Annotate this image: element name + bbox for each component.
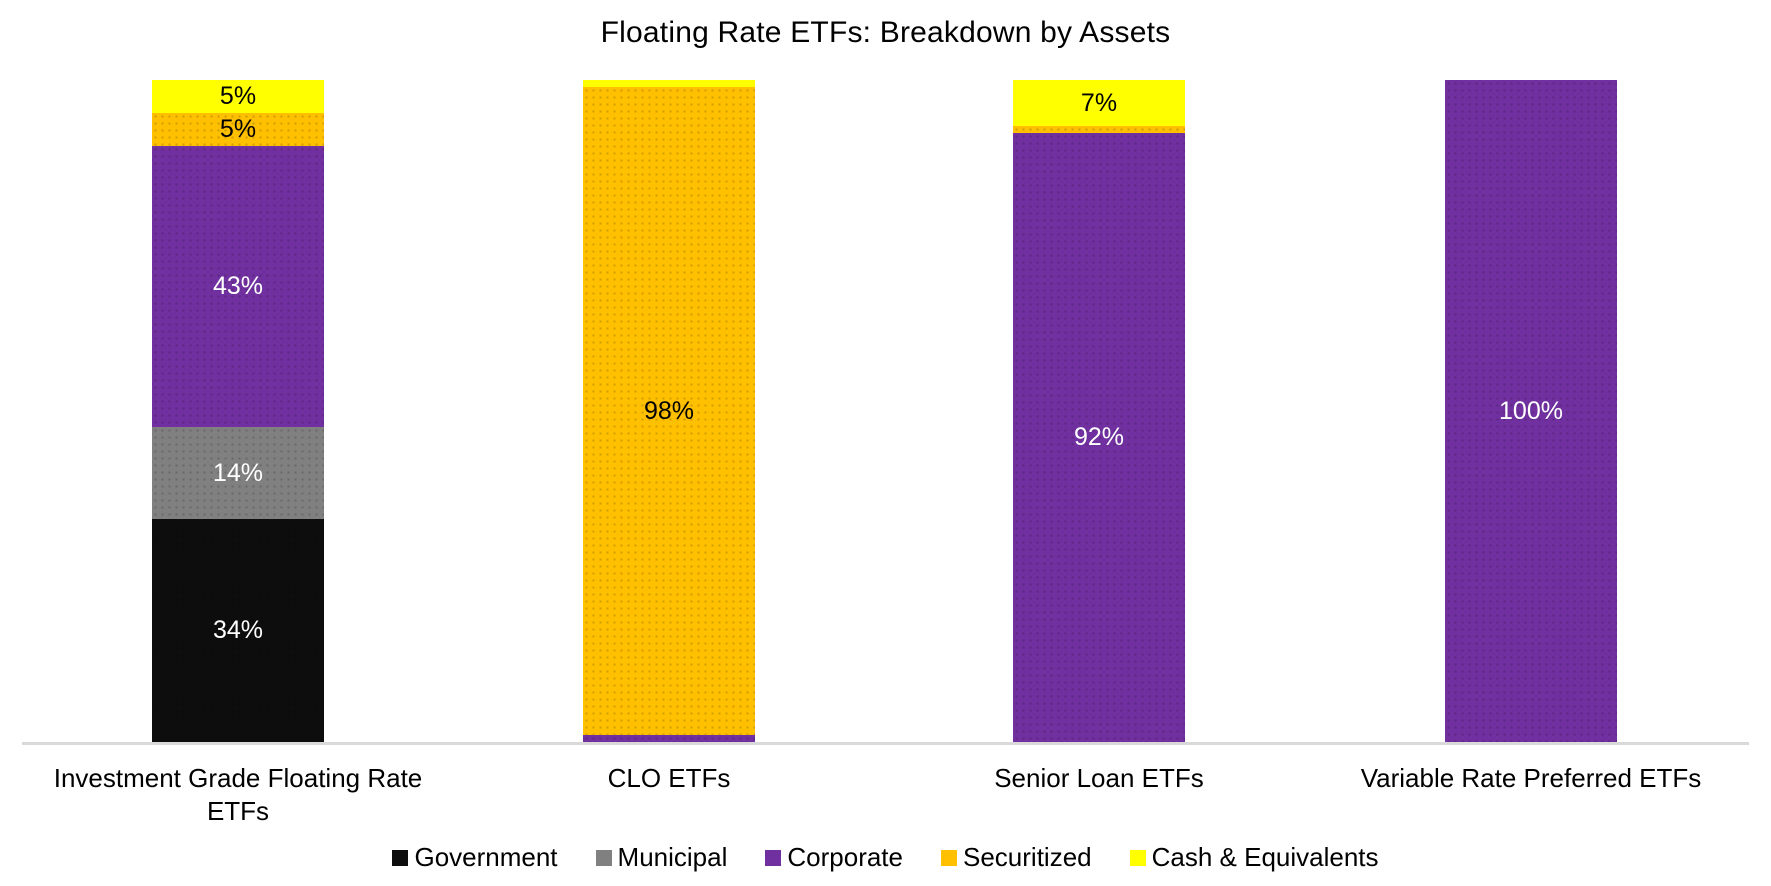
segment-securitized: 5% [152,112,324,146]
legend-label: Cash & Equivalents [1151,842,1379,872]
legend-item-corporate: Corporate [765,842,903,873]
x-axis-line [22,742,1749,745]
data-label: 92% [1073,422,1125,451]
legend-swatch-municipal [595,849,612,866]
segment-securitized [1013,126,1185,133]
legend-label: Government [414,842,558,872]
data-label: 7% [1080,88,1118,117]
legend-swatch-government [392,849,409,866]
data-label: 14% [212,458,264,487]
data-label: 34% [212,616,264,645]
data-label: 5% [219,114,257,143]
data-label: 98% [643,396,695,425]
segment-corporate: 43% [152,145,324,428]
segment-securitized: 98% [583,86,755,736]
segment-cash-equivalents: 5% [152,80,324,113]
legend-label: Corporate [787,842,903,872]
segment-corporate [583,735,755,743]
segment-government: 34% [152,519,324,742]
legend-label: Municipal [617,842,728,872]
legend-item-securitized: Securitized [941,842,1092,873]
legend: Government Municipal Corporate Securitiz… [0,842,1771,873]
data-label: 43% [212,271,264,300]
legend-swatch-corporate [765,849,782,866]
bar-variable-rate-preferred-etfs: 100% [1445,80,1617,742]
legend-item-municipal: Municipal [595,842,728,873]
legend-item-government: Government [392,842,558,873]
legend-item-cash-equivalents: Cash & Equivalents [1129,842,1379,873]
legend-label: Securitized [963,842,1092,872]
legend-swatch-cash-equivalents [1129,849,1146,866]
category-label-variable-rate-preferred-etfs: Variable Rate Preferred ETFs [1360,763,1702,793]
chart-title: Floating Rate ETFs: Breakdown by Assets [600,16,1171,49]
segment-cash-equivalents [583,80,755,87]
data-label: 100% [1499,396,1563,425]
segment-municipal: 14% [152,427,324,520]
category-label-investment-grade-floating-rate-etfs: Investment Grade Floating Rate ETFs [53,763,423,826]
bar-senior-loan-etfs: 7% 92% [1013,80,1185,743]
segment-corporate: 100% [1445,80,1617,742]
category-label-clo-etfs: CLO ETFs [607,763,731,793]
category-label-senior-loan-etfs: Senior Loan ETFs [994,763,1204,793]
bar-clo-etfs: 98% [583,80,755,743]
segment-cash-equivalents: 7% [1013,80,1185,127]
data-label: 5% [219,81,257,110]
bar-investment-grade-floating-rate-etfs: 5% 5% 43% 14% 34% [152,80,324,742]
legend-swatch-securitized [941,849,957,866]
segment-corporate: 92% [1013,132,1185,743]
